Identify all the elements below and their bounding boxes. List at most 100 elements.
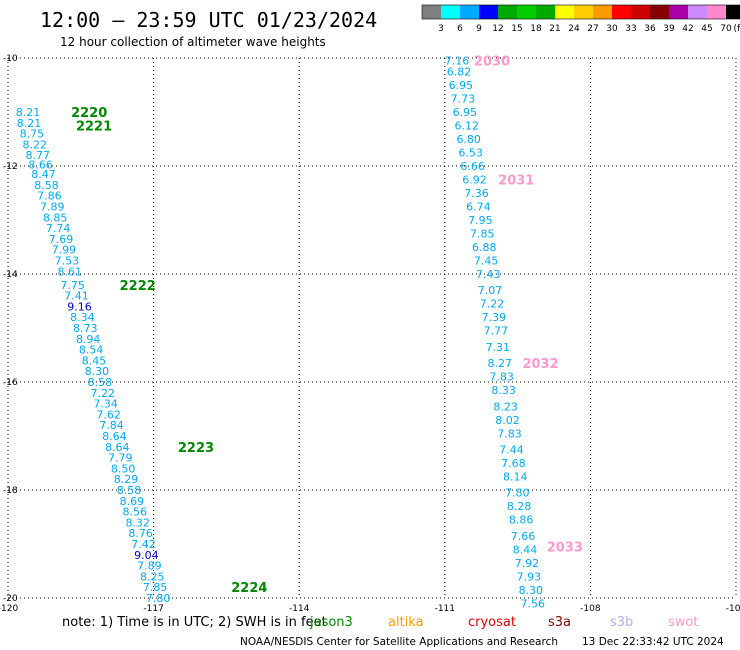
wave-height-value: 8.34 [70, 311, 95, 324]
plot-grid [7, 57, 737, 599]
color-scale-tick: 27 [587, 24, 598, 34]
color-swatch [726, 5, 740, 19]
wave-height-value: 8.64 [102, 430, 127, 443]
wave-height-value: 7.07 [478, 284, 503, 297]
wave-height-value: 8.58 [88, 376, 113, 389]
y-tick-label: -20 [3, 594, 18, 604]
color-scale-tick: 3 [438, 24, 444, 34]
track-label: 2221 [76, 120, 112, 135]
track-label: 2032 [522, 357, 558, 372]
page-title: 12:00 — 23:59 UTC 01/23/2024 [40, 8, 377, 32]
color-swatch [555, 5, 574, 19]
satellite-legend-item: jason3 [309, 615, 353, 630]
wave-height-value: 8.25 [140, 570, 165, 583]
wave-height-value: 7.68 [501, 457, 525, 470]
color-bar-frame [421, 4, 740, 20]
color-swatch [441, 5, 460, 19]
color-scale-tick: 12 [492, 24, 503, 34]
y-tick-label: -16 [3, 378, 18, 388]
color-scale-tick: 39 [663, 24, 675, 34]
wave-height-value: 7.80 [505, 487, 530, 500]
wave-height-value: 8.76 [128, 527, 153, 540]
track-label: 2222 [120, 279, 156, 294]
wave-height-value: 8.45 [82, 354, 107, 367]
color-swatch [498, 5, 517, 19]
wave-height-value: 8.28 [507, 500, 532, 513]
x-tick-label: -108 [580, 604, 601, 614]
satellite-legend-item: cryosat [468, 615, 516, 630]
wave-height-value: 8.21 [17, 117, 42, 130]
satellite-legend-item: swot [668, 615, 698, 630]
color-swatch [669, 5, 688, 19]
wave-height-value: 7.45 [474, 255, 499, 268]
wave-height-value: 7.92 [515, 557, 540, 570]
wave-height-value: 7.73 [451, 93, 476, 106]
color-scale-tick: 42 [682, 24, 693, 34]
y-tick-label: -18 [3, 486, 18, 496]
wave-height-value: 7.43 [476, 268, 501, 281]
wave-height-value: 7.69 [49, 233, 74, 246]
wave-height-value: 8.86 [509, 514, 534, 527]
wave-height-value: 7.85 [143, 581, 168, 594]
satellite-legend: jason3 altika cryosat s3a s3b swot [309, 615, 698, 630]
wave-height-value: 8.58 [117, 484, 141, 497]
wave-height-value: 6.53 [458, 147, 483, 160]
wave-height-value: 6.95 [449, 79, 474, 92]
color-swatch [536, 5, 555, 19]
color-swatch [574, 5, 593, 19]
color-scale-tick: 15 [511, 24, 522, 34]
wave-height-value: 7.83 [489, 371, 514, 384]
x-tick-label: -114 [289, 604, 310, 614]
wave-height-value: 8.56 [123, 506, 148, 519]
color-swatch [631, 5, 650, 19]
footer-timestamp: 13 Dec 22:33:42 UTC 2024 [582, 636, 724, 648]
wave-height-value: 7.89 [40, 201, 64, 214]
wave-height-value: 8.33 [491, 384, 515, 397]
wave-height-value: 7.86 [37, 190, 62, 203]
data-points: 8.218.218.758.228.778.668.478.587.867.89… [16, 55, 545, 611]
wave-height-value: 7.77 [484, 325, 509, 338]
wave-height-value: 7.99 [52, 244, 77, 257]
wave-height-value: 6.82 [447, 66, 472, 79]
color-scale-tick: 9 [476, 24, 482, 34]
footer-note: note: 1) Time is in UTC; 2) SWH is in fe… [62, 615, 327, 630]
y-tick-label: -10 [3, 54, 18, 64]
color-scale-tick: 21 [549, 24, 560, 34]
color-scale-tick: 33 [625, 24, 636, 34]
track-label: 2030 [474, 55, 510, 70]
wave-height-value: 7.41 [64, 290, 89, 303]
wave-height-value: 8.64 [105, 441, 130, 454]
wave-height-value: 7.62 [96, 408, 121, 421]
wave-height-value: 7.22 [480, 298, 505, 311]
wave-height-value: 8.32 [125, 516, 150, 529]
color-swatch [422, 5, 441, 19]
wave-height-value: 7.66 [511, 530, 535, 543]
wave-height-value: 7.79 [108, 452, 133, 465]
satellite-legend-item: altika [388, 615, 424, 630]
y-tick-label: -14 [3, 270, 18, 280]
wave-height-value: 8.66 [28, 158, 53, 171]
wave-height-value: 8.30 [519, 584, 544, 597]
track-label: 2220 [71, 106, 107, 121]
color-swatch [460, 5, 479, 19]
wave-height-value: 6.88 [472, 241, 497, 254]
wave-height-value: 8.50 [111, 462, 135, 475]
wave-height-value: 7.93 [517, 570, 542, 583]
color-swatch [612, 5, 631, 19]
track-label: 2224 [231, 581, 267, 596]
wave-height-value: 8.77 [25, 149, 50, 162]
wave-height-value: 8.27 [488, 357, 513, 370]
wave-height-value: 8.69 [120, 495, 145, 508]
wave-height-value: 8.73 [73, 322, 98, 335]
wave-height-value: 6.80 [456, 133, 481, 146]
wave-height-value: 8.94 [76, 333, 101, 346]
x-axis-ticks: -120 -117 -114 -111 -108 -105 [0, 604, 740, 614]
wave-height-value: 7.44 [499, 444, 524, 457]
wave-height-value: 8.44 [513, 543, 538, 556]
wave-height-value: 8.61 [58, 265, 82, 278]
wave-height-value: 6.12 [455, 120, 480, 133]
wave-height-value: 7.56 [521, 597, 546, 610]
wave-height-value: 7.80 [146, 592, 171, 605]
